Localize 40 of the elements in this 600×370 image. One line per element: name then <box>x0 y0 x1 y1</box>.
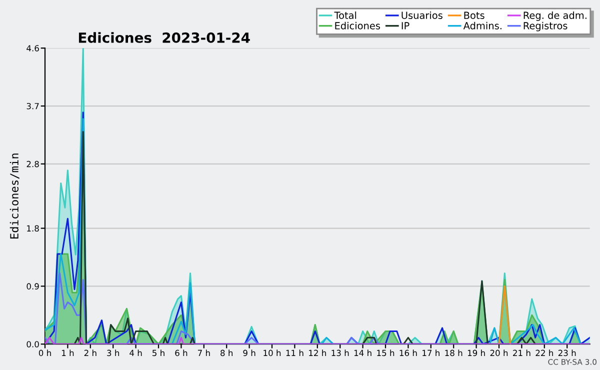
x-tick-label: 22 h <box>536 350 553 356</box>
x-tick-label: 16 h <box>400 350 417 356</box>
legend-label: Total <box>334 11 356 20</box>
x-tick-label: 23 h <box>558 350 576 356</box>
x-tick-label: 0 h <box>38 350 51 356</box>
legend-label: IP <box>402 22 410 30</box>
y-tick-label: 1.8 <box>27 225 39 232</box>
chart-title: Ediciones 2023-01-24 <box>78 32 250 43</box>
x-tick-label: 1 h <box>62 350 74 356</box>
x-tick-label: 15 h <box>377 350 394 356</box>
x-tick-label: 17 h <box>422 350 440 356</box>
x-tick-label: 10 h <box>264 350 281 356</box>
x-tick-label: 21 h <box>513 350 530 356</box>
y-tick-label: 3.7 <box>26 102 39 110</box>
x-tick-label: 13 h <box>332 350 349 356</box>
legend-label: Ediciones <box>335 22 380 30</box>
y-axis-title: Ediciones/min <box>10 154 20 239</box>
x-tick-label: 8 h <box>220 350 233 356</box>
x-tick-label: 7 h <box>198 350 210 356</box>
x-tick-label: 20 h <box>490 350 508 356</box>
y-tick-label: 0.9 <box>26 283 39 290</box>
x-tick-label: 18 h <box>445 350 462 356</box>
legend-label: Admins. <box>463 22 502 30</box>
x-tick-label: 12 h <box>309 350 326 356</box>
legend-label: Bots <box>464 12 484 20</box>
x-tick-label: 5 h <box>152 350 164 356</box>
x-tick-label: 19 h <box>468 350 485 356</box>
x-tick-label: 6 h <box>175 350 188 356</box>
legend-label: Reg. de adm. <box>524 11 586 21</box>
x-tick-label: 3 h <box>107 350 120 356</box>
x-tick-label: 4 h <box>130 350 142 356</box>
y-tick-label: 0.0 <box>26 341 39 348</box>
y-tick-label: 2.8 <box>26 160 39 168</box>
x-tick-label: 9 h <box>243 350 256 356</box>
x-tick-label: 11 h <box>286 350 304 356</box>
legend-label: Registros <box>524 22 568 32</box>
y-tick-label: 4.6 <box>26 45 39 52</box>
x-tick-label: 2 h <box>84 350 96 356</box>
x-tick-label: 14 h <box>354 350 372 356</box>
legend-label: Usuarios <box>402 11 442 20</box>
